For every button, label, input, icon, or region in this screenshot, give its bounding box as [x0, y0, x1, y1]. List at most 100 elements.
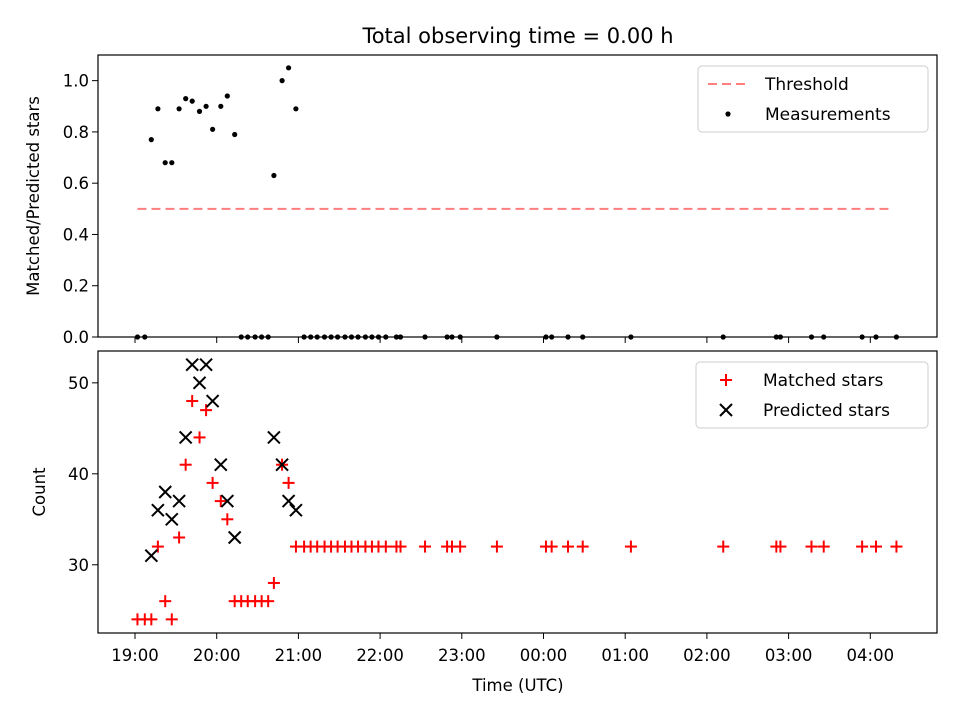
- top-y-tick-label: 0.2: [63, 277, 89, 296]
- measurement-point: [162, 160, 168, 166]
- matched-star-point: [419, 540, 432, 553]
- top-y-axis-label: Matched/Predicted stars: [24, 96, 43, 296]
- x-tick-label: 02:00: [683, 646, 731, 665]
- legend-predicted-label: Predicted stars: [763, 401, 890, 421]
- matched-star-point: [624, 540, 637, 553]
- top-x-ticks: [134, 337, 871, 343]
- x-axis-label: Time (UTC): [471, 676, 563, 695]
- bottom-y-axis-label: Count: [30, 467, 49, 517]
- predicted-star-point: [275, 458, 289, 472]
- legend-measurements-label: Measurements: [765, 105, 891, 125]
- legend-threshold-label: Threshold: [764, 75, 849, 95]
- matched-star-point: [870, 540, 883, 553]
- predicted-star-point: [151, 503, 165, 517]
- matched-star-point: [221, 513, 234, 526]
- x-tick-label: 19:00: [111, 646, 159, 665]
- matched-star-point: [214, 495, 227, 508]
- measurement-point: [148, 137, 154, 143]
- top-y-ticks: 0.0 0.2 0.4 0.6 0.8 1.0: [63, 72, 98, 347]
- predicted-star-point: [158, 485, 172, 499]
- matched-star-point: [490, 540, 503, 553]
- matched-star-point: [379, 540, 392, 553]
- measurement-point: [232, 131, 238, 138]
- matched-star-point: [856, 540, 869, 553]
- legend-measurements-swatch: [725, 111, 731, 117]
- x-tick-label: 22:00: [356, 646, 404, 665]
- x-tick-label: 03:00: [765, 646, 813, 665]
- x-tick-label: 21:00: [275, 646, 323, 665]
- matched-star-point: [145, 613, 158, 626]
- matched-star-point: [206, 476, 219, 489]
- measurement-point: [293, 106, 299, 112]
- top-y-tick-label: 0.0: [63, 328, 89, 347]
- measurement-point: [286, 65, 292, 71]
- top-y-tick-label: 1.0: [63, 72, 89, 91]
- predicted-star-point: [281, 494, 296, 508]
- matched-star-point: [454, 540, 467, 553]
- top-panel: 0.0 0.2 0.4 0.6 0.8 1.0 Matched/Predicted sta…: [24, 54, 938, 347]
- bottom-y-ticks: 30 40 50: [68, 374, 98, 575]
- bottom-series-layer: [131, 357, 903, 626]
- matched-star-point: [173, 531, 186, 544]
- chart-title: Total observing time = 0.00 h: [361, 24, 673, 48]
- predicted-star-point: [267, 430, 281, 445]
- bottom-x-ticks: 19:00 20:00 21:00 22:00 23:00 00:00 01:00 02:00…: [111, 633, 894, 665]
- matched-star-point: [774, 540, 787, 553]
- matched-star-point: [817, 540, 830, 553]
- measurement-point: [224, 93, 230, 99]
- predicted-star-point: [199, 357, 213, 372]
- measurement-point: [189, 98, 195, 104]
- matched-star-point: [186, 395, 199, 408]
- matched-star-point: [159, 595, 172, 608]
- legend-matched-label: Matched stars: [763, 371, 883, 391]
- predicted-star-point: [144, 548, 159, 563]
- legend-matched-swatch: [720, 374, 732, 386]
- predicted-star-point: [165, 512, 179, 526]
- x-tick-label: 20:00: [193, 646, 241, 665]
- matched-star-point: [262, 595, 275, 608]
- predicted-star-point: [227, 530, 242, 545]
- measurement-point: [279, 78, 285, 84]
- matched-star-point: [151, 540, 164, 553]
- measurement-point: [176, 106, 182, 112]
- matched-star-point: [193, 431, 206, 444]
- predicted-star-point: [220, 494, 235, 508]
- predicted-star-point: [192, 376, 207, 390]
- matched-star-point: [282, 476, 295, 489]
- measurement-point: [196, 108, 203, 114]
- matched-star-point: [805, 540, 818, 553]
- matched-star-point: [165, 613, 178, 626]
- top-y-tick-label: 0.4: [63, 225, 89, 244]
- measurement-point: [218, 103, 224, 109]
- predicted-star-point: [214, 458, 228, 472]
- predicted-star-point: [172, 494, 186, 508]
- matched-star-point: [267, 576, 280, 589]
- x-tick-label: 04:00: [847, 646, 895, 665]
- top-y-tick-label: 0.6: [63, 174, 89, 193]
- measurement-point: [183, 96, 189, 102]
- x-tick-label: 23:00: [438, 646, 486, 665]
- predicted-star-point: [178, 430, 193, 445]
- matched-star-point: [562, 540, 575, 553]
- matched-star-point: [179, 458, 192, 471]
- predicted-star-point: [205, 394, 220, 408]
- measurement-point: [155, 106, 161, 112]
- measurement-point: [203, 103, 209, 109]
- bottom-legend-frame: [695, 361, 929, 429]
- top-legend: Threshold Measurements: [697, 65, 929, 133]
- bottom-y-tick-label: 50: [68, 374, 89, 393]
- x-tick-label: 00:00: [520, 646, 568, 665]
- matched-star-point: [890, 540, 903, 553]
- predicted-star-point: [185, 357, 199, 372]
- bottom-y-tick-label: 30: [68, 556, 89, 575]
- matched-star-point: [545, 540, 558, 553]
- x-tick-label: 01:00: [601, 646, 649, 665]
- top-legend-frame: [697, 65, 929, 133]
- predicted-star-point: [289, 503, 303, 517]
- legend-predicted-swatch: [719, 403, 733, 417]
- bottom-axes-frame: [97, 350, 938, 634]
- measurement-point: [210, 126, 216, 132]
- top-axes-frame: [97, 54, 938, 338]
- matched-star-point: [200, 404, 213, 417]
